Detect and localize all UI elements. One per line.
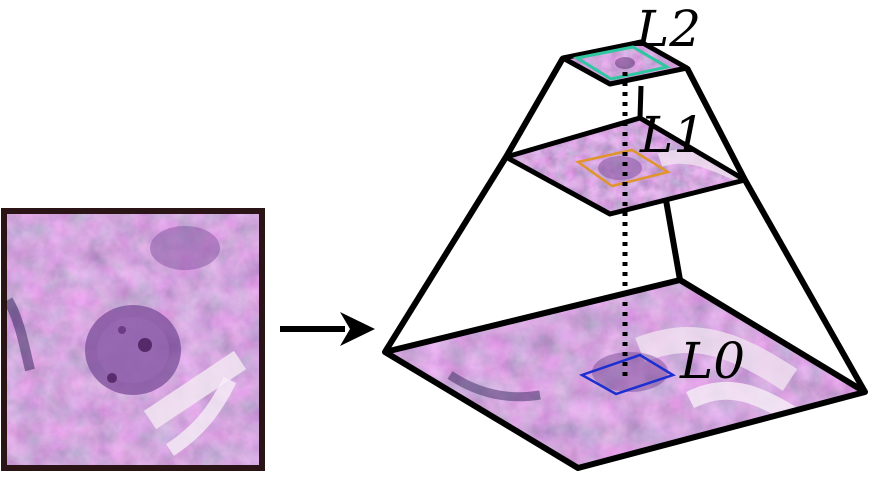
input-patch-image xyxy=(1,208,265,471)
l1-roi-box xyxy=(574,148,672,188)
level-label-l1: L1 xyxy=(639,106,705,164)
level-label-l2: L2 xyxy=(635,0,701,58)
l2-roi-box xyxy=(572,45,672,81)
level-label-l0: L0 xyxy=(679,332,745,390)
patch-border xyxy=(1,208,265,471)
pyramid-edges-lower xyxy=(382,155,868,394)
l0-roi-box xyxy=(578,353,676,396)
l2-outline xyxy=(560,39,690,87)
right-arrow-icon xyxy=(280,312,375,346)
pyramid-edges-upper xyxy=(503,56,748,182)
